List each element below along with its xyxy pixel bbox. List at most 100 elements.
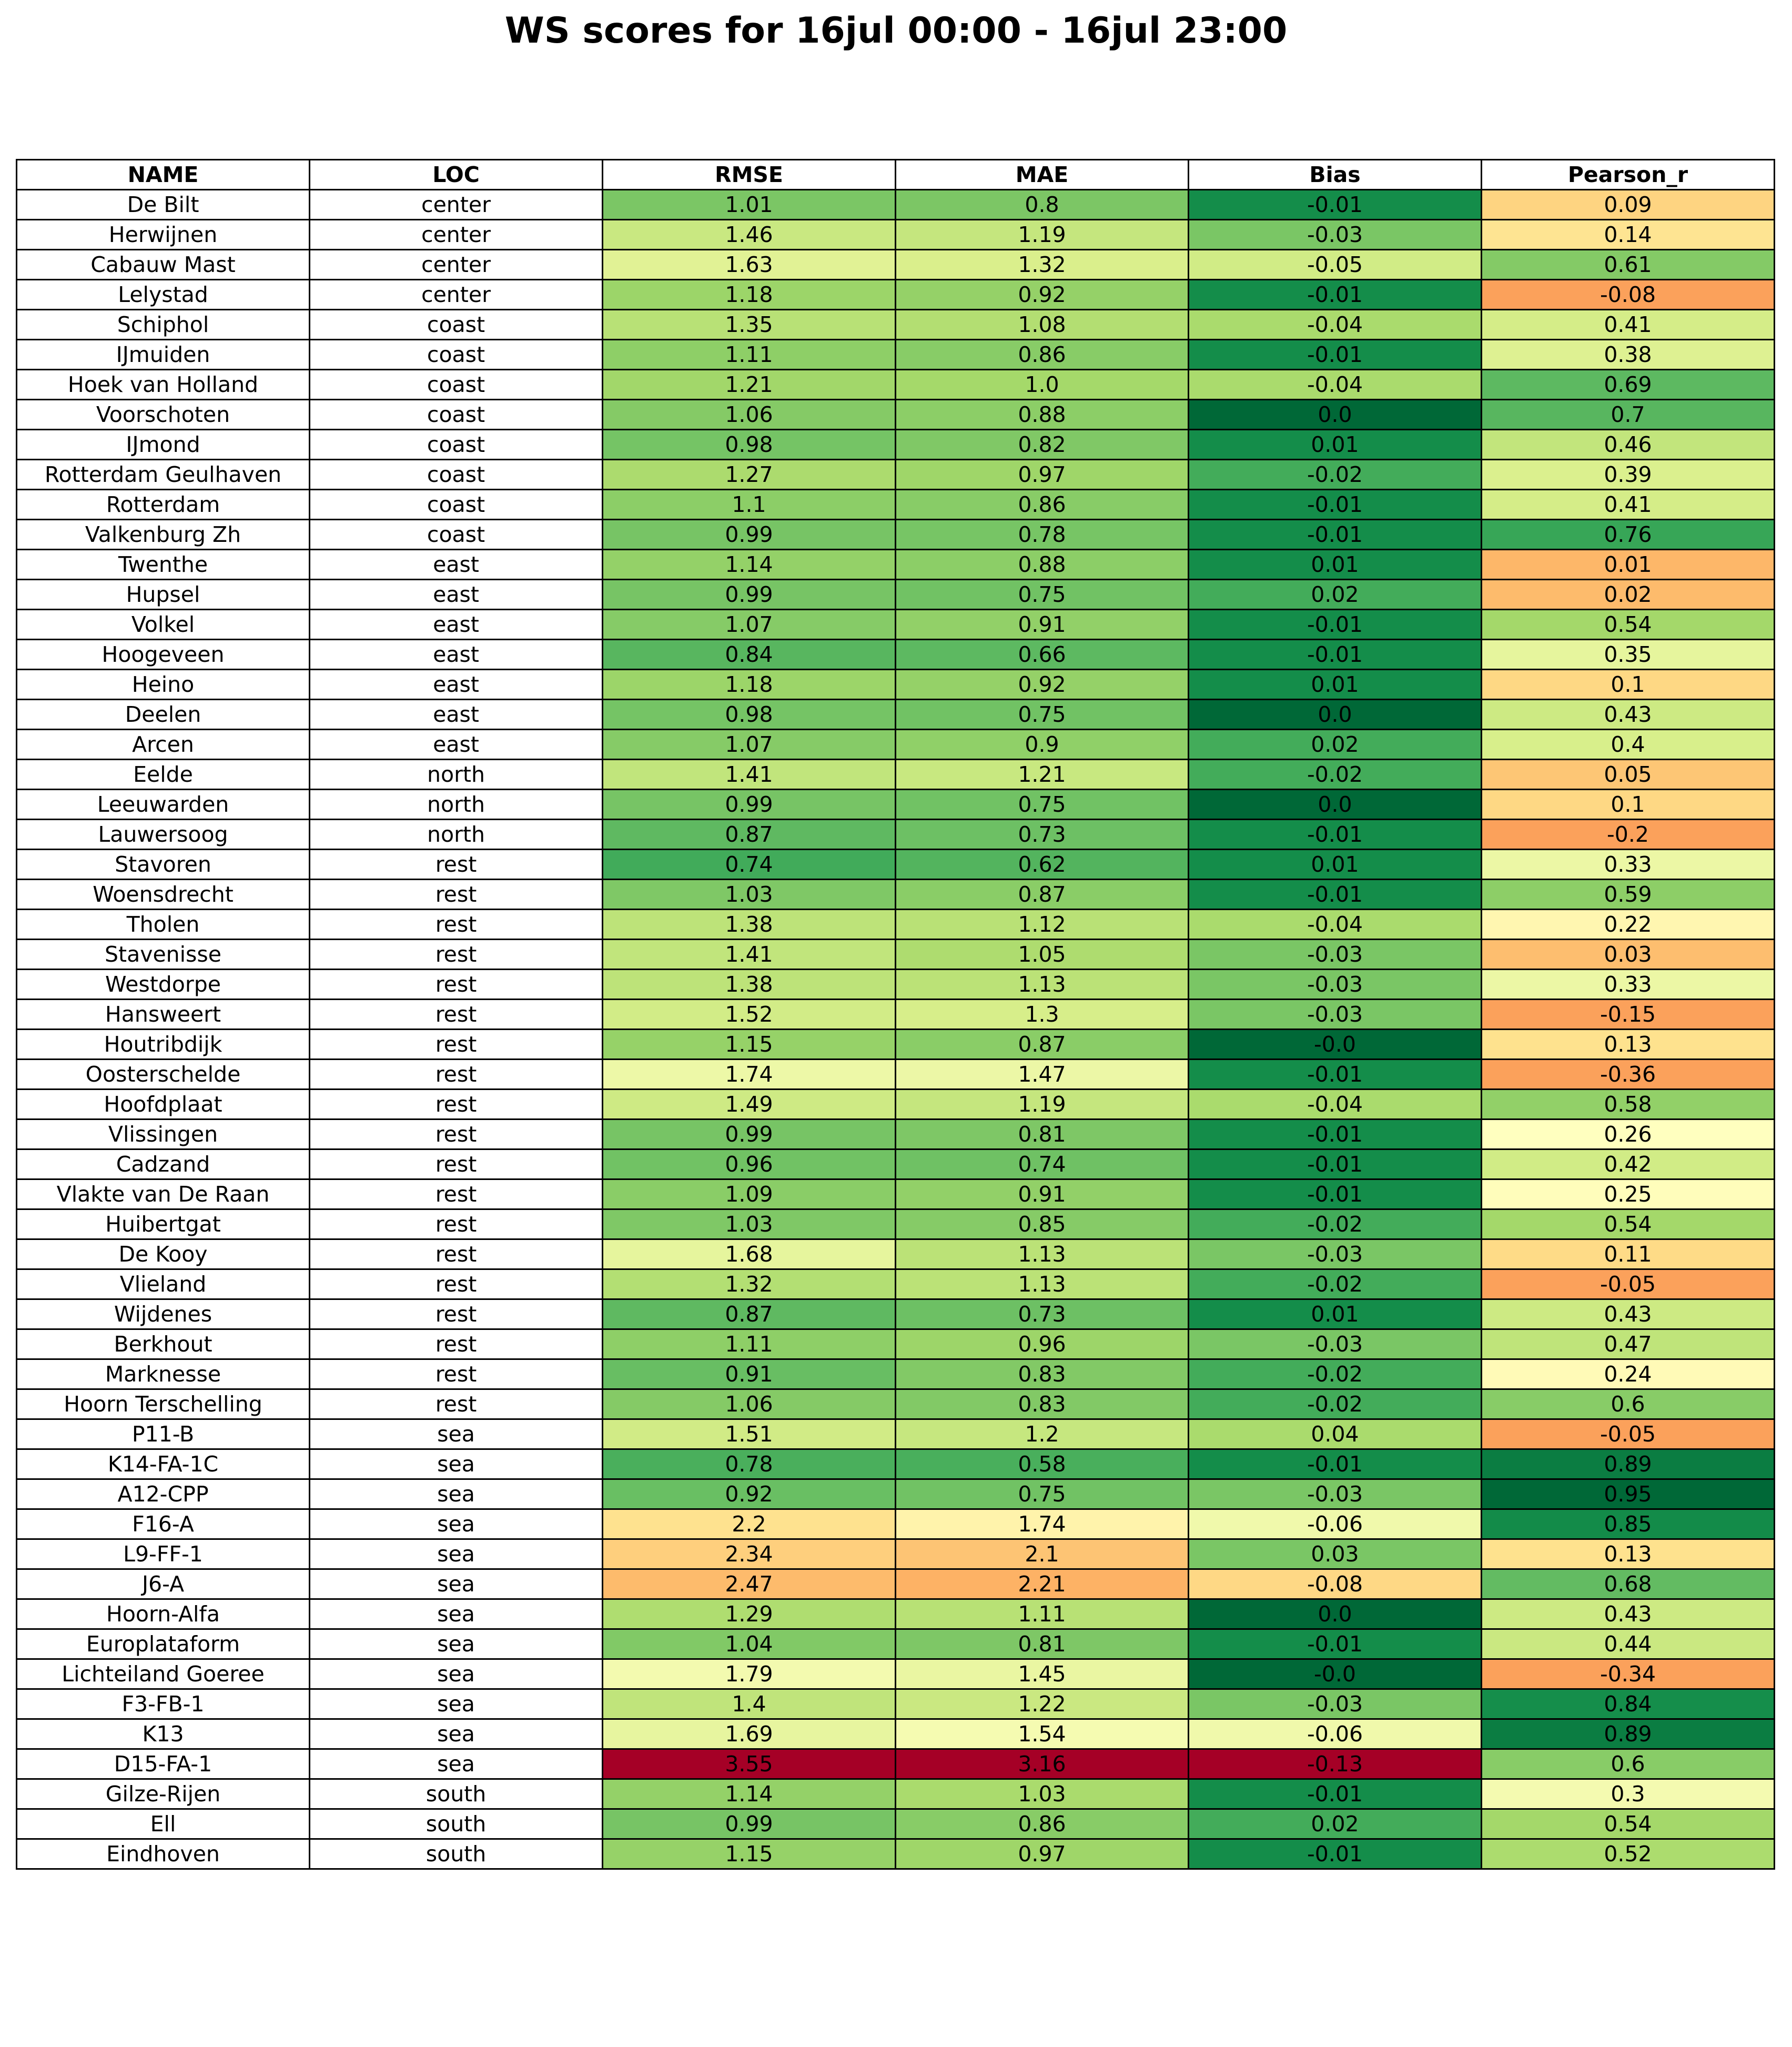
cell-mae: 1.45 (895, 1658, 1189, 1690)
table-row: J6-A sea 2.47 2.21 -0.08 0.68 (16, 1568, 1775, 1600)
cell-pearson-r: 0.4 (1481, 729, 1775, 760)
cell-bias: -0.02 (1188, 1268, 1482, 1300)
cell-loc: south (309, 1808, 603, 1840)
cell-bias: -0.01 (1188, 609, 1482, 640)
cell-rmse: 2.47 (602, 1568, 896, 1600)
column-header-rmse: RMSE (602, 159, 896, 190)
cell-bias: -0.06 (1188, 1718, 1482, 1750)
cell-loc: south (309, 1778, 603, 1810)
cell-mae: 0.75 (895, 789, 1189, 820)
cell-name: F16-A (16, 1508, 310, 1540)
table-row: De Bilt center 1.01 0.8 -0.01 0.09 (16, 189, 1775, 220)
table-row: Schiphol coast 1.35 1.08 -0.04 0.41 (16, 309, 1775, 340)
cell-name: Hupsel (16, 579, 310, 610)
cell-loc: rest (309, 939, 603, 970)
cell-name: Cadzand (16, 1148, 310, 1180)
table-row: Stavoren rest 0.74 0.62 0.01 0.33 (16, 849, 1775, 880)
cell-loc: east (309, 609, 603, 640)
cell-pearson-r: 0.89 (1481, 1718, 1775, 1750)
table-row: K13 sea 1.69 1.54 -0.06 0.89 (16, 1718, 1775, 1750)
cell-mae: 0.9 (895, 729, 1189, 760)
cell-bias: -0.02 (1188, 759, 1482, 790)
cell-name: IJmuiden (16, 339, 310, 370)
cell-mae: 0.91 (895, 609, 1189, 640)
cell-pearson-r: 0.13 (1481, 1538, 1775, 1570)
cell-bias: -0.01 (1188, 279, 1482, 310)
table-row: Hupsel east 0.99 0.75 0.02 0.02 (16, 579, 1775, 610)
cell-bias: -0.01 (1188, 1628, 1482, 1660)
cell-pearson-r: 0.68 (1481, 1568, 1775, 1600)
table-row: Hoorn Terschelling rest 1.06 0.83 -0.02 0.6 (16, 1388, 1775, 1420)
cell-bias: 0.0 (1188, 399, 1482, 430)
cell-rmse: 1.07 (602, 729, 896, 760)
cell-rmse: 1.74 (602, 1058, 896, 1090)
cell-rmse: 1.03 (602, 1208, 896, 1240)
cell-mae: 0.75 (895, 1478, 1189, 1510)
cell-bias: -0.01 (1188, 1118, 1482, 1150)
table-row: Stavenisse rest 1.41 1.05 -0.03 0.03 (16, 939, 1775, 970)
cell-name: L9-FF-1 (16, 1538, 310, 1570)
cell-rmse: 1.21 (602, 369, 896, 400)
cell-bias: 0.01 (1188, 669, 1482, 700)
cell-bias: 0.02 (1188, 579, 1482, 610)
cell-name: Oosterschelde (16, 1058, 310, 1090)
table-row: Oosterschelde rest 1.74 1.47 -0.01 -0.36 (16, 1058, 1775, 1090)
cell-pearson-r: 0.47 (1481, 1328, 1775, 1360)
cell-bias: 0.01 (1188, 849, 1482, 880)
table-row: Valkenburg Zh coast 0.99 0.78 -0.01 0.76 (16, 519, 1775, 550)
cell-pearson-r: -0.2 (1481, 819, 1775, 850)
cell-pearson-r: 0.35 (1481, 639, 1775, 670)
column-header-pearson-r: Pearson_r (1481, 159, 1775, 190)
column-header-mae: MAE (895, 159, 1189, 190)
cell-name: Arcen (16, 729, 310, 760)
cell-loc: rest (309, 1118, 603, 1150)
cell-loc: coast (309, 369, 603, 400)
table-row: Huibertgat rest 1.03 0.85 -0.02 0.54 (16, 1208, 1775, 1240)
table-row: Vlissingen rest 0.99 0.81 -0.01 0.26 (16, 1118, 1775, 1150)
cell-loc: coast (309, 309, 603, 340)
cell-name: De Kooy (16, 1238, 310, 1270)
cell-bias: -0.01 (1188, 189, 1482, 220)
cell-mae: 1.32 (895, 249, 1189, 280)
table-row: F3-FB-1 sea 1.4 1.22 -0.03 0.84 (16, 1688, 1775, 1720)
cell-bias: -0.02 (1188, 1358, 1482, 1390)
table-row: L9-FF-1 sea 2.34 2.1 0.03 0.13 (16, 1538, 1775, 1570)
cell-pearson-r: 0.69 (1481, 369, 1775, 400)
cell-mae: 0.96 (895, 1328, 1189, 1360)
cell-rmse: 1.32 (602, 1268, 896, 1300)
cell-pearson-r: 0.41 (1481, 489, 1775, 520)
cell-bias: 0.01 (1188, 429, 1482, 460)
cell-pearson-r: 0.58 (1481, 1088, 1775, 1120)
cell-bias: -0.01 (1188, 819, 1482, 850)
cell-mae: 0.87 (895, 879, 1189, 910)
cell-rmse: 1.03 (602, 879, 896, 910)
cell-mae: 1.12 (895, 909, 1189, 940)
table-row: Wijdenes rest 0.87 0.73 0.01 0.43 (16, 1298, 1775, 1330)
cell-mae: 0.92 (895, 279, 1189, 310)
cell-bias: -0.13 (1188, 1748, 1482, 1780)
cell-pearson-r: 0.89 (1481, 1448, 1775, 1480)
cell-mae: 2.21 (895, 1568, 1189, 1600)
cell-mae: 1.54 (895, 1718, 1189, 1750)
cell-bias: 0.0 (1188, 1598, 1482, 1630)
cell-loc: rest (309, 969, 603, 1000)
table-row: Hansweert rest 1.52 1.3 -0.03 -0.15 (16, 999, 1775, 1030)
table-body: De Bilt center 1.01 0.8 -0.01 0.09 Herwijnen ce… (16, 189, 1775, 1870)
table-row: Cabauw Mast center 1.63 1.32 -0.05 0.61 (16, 249, 1775, 280)
table-row: Houtribdijk rest 1.15 0.87 -0.0 0.13 (16, 1028, 1775, 1060)
cell-name: Volkel (16, 609, 310, 640)
cell-rmse: 2.2 (602, 1508, 896, 1540)
cell-pearson-r: 0.76 (1481, 519, 1775, 550)
table-row: Lichteiland Goeree sea 1.79 1.45 -0.0 -0.34 (16, 1658, 1775, 1690)
cell-pearson-r: 0.03 (1481, 939, 1775, 970)
cell-name: Vlakte van De Raan (16, 1178, 310, 1210)
cell-name: Hoofdplaat (16, 1088, 310, 1120)
cell-pearson-r: 0.05 (1481, 759, 1775, 790)
cell-rmse: 0.99 (602, 789, 896, 820)
cell-mae: 0.91 (895, 1178, 1189, 1210)
table-row: Twenthe east 1.14 0.88 0.01 0.01 (16, 549, 1775, 580)
cell-rmse: 0.99 (602, 519, 896, 550)
cell-bias: -0.03 (1188, 1238, 1482, 1270)
cell-name: Vlieland (16, 1268, 310, 1300)
cell-name: Stavenisse (16, 939, 310, 970)
